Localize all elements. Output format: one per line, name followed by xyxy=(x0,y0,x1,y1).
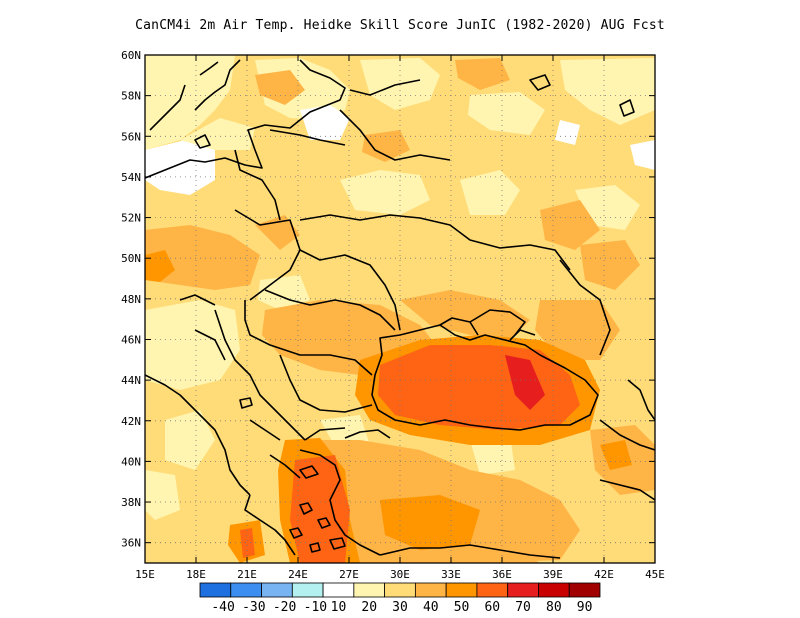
x-tick-label: 24E xyxy=(288,568,308,581)
y-tick-label: 56N xyxy=(121,130,141,143)
colorbar-swatch xyxy=(538,582,570,598)
colorbar-label: 60 xyxy=(484,600,500,615)
y-tick-label: 54N xyxy=(121,171,141,184)
x-tick-label: 39E xyxy=(543,568,563,581)
colorbar-label: 20 xyxy=(361,600,377,615)
x-axis-ticks: 15E 18E 21E 24E 27E 30E 33E 36E 39E 42E 45E xyxy=(135,55,665,581)
colorbar: -40 -30 -20 -10 10 20 30 40 50 60 70 80 90 xyxy=(199,582,601,615)
colorbar-swatch xyxy=(199,582,232,598)
y-tick-label: 36N xyxy=(121,537,141,550)
colorbar-swatch xyxy=(230,582,262,598)
colorbar-swatch xyxy=(445,582,478,598)
x-tick-label: 21E xyxy=(237,568,257,581)
colorbar-label: 50 xyxy=(454,600,470,615)
y-tick-label: 48N xyxy=(121,293,141,306)
colorbar-label: 30 xyxy=(392,600,408,615)
x-tick-label: 36E xyxy=(492,568,512,581)
colorbar-swatch xyxy=(568,582,601,598)
y-tick-label: 44N xyxy=(121,374,141,387)
colorbar-swatch xyxy=(322,582,355,598)
y-tick-label: 46N xyxy=(121,333,141,346)
skill-field xyxy=(145,55,655,563)
y-tick-label: 60N xyxy=(121,49,141,62)
y-tick-label: 40N xyxy=(121,455,141,468)
colorbar-swatch xyxy=(261,582,293,598)
x-tick-label: 18E xyxy=(186,568,206,581)
colorbar-label: 40 xyxy=(423,600,439,615)
colorbar-label: 10 xyxy=(331,600,347,615)
y-tick-label: 50N xyxy=(121,252,141,265)
lat-lon-grid xyxy=(145,55,655,563)
colorbar-swatch xyxy=(476,582,509,598)
y-axis-ticks: 36N 38N 40N 42N 44N 46N 48N 50N 52N 54N 56N 58N 60N xyxy=(121,49,655,550)
y-tick-label: 58N xyxy=(121,90,141,103)
x-tick-label: 15E xyxy=(135,568,155,581)
x-tick-label: 30E xyxy=(390,568,410,581)
x-tick-label: 42E xyxy=(594,568,614,581)
colorbar-swatch xyxy=(384,582,416,598)
colorbar-label: -10 xyxy=(304,600,327,615)
x-tick-label: 33E xyxy=(441,568,461,581)
colorbar-swatch xyxy=(507,582,539,598)
chart-title: CanCM4i 2m Air Temp. Heidke Skill Score … xyxy=(135,18,665,33)
colorbar-label: -20 xyxy=(273,600,296,615)
y-tick-label: 42N xyxy=(121,415,141,428)
colorbar-label: -40 xyxy=(211,600,234,615)
colorbar-swatch xyxy=(414,582,447,598)
colorbar-swatch xyxy=(353,582,386,598)
colorbar-label: 70 xyxy=(515,600,531,615)
colorbar-label: 90 xyxy=(577,600,593,615)
x-tick-label: 27E xyxy=(339,568,359,581)
coastlines-borders xyxy=(145,59,655,559)
x-tick-label: 45E xyxy=(645,568,665,581)
y-tick-label: 52N xyxy=(121,212,141,225)
colorbar-label: 80 xyxy=(546,600,562,615)
y-tick-label: 38N xyxy=(121,496,141,509)
colorbar-swatch xyxy=(291,582,324,598)
colorbar-label: -30 xyxy=(242,600,265,615)
